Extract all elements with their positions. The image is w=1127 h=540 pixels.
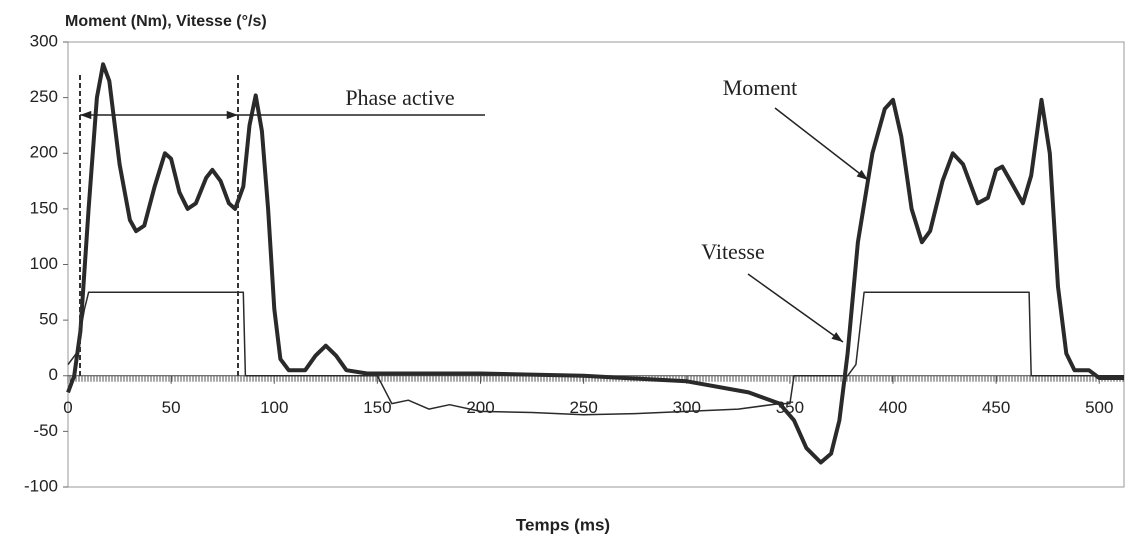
y-tick-label: 0 — [49, 365, 58, 384]
y-tick-label: 150 — [30, 198, 58, 217]
x-tick-label: 150 — [363, 398, 391, 417]
series-line — [67, 291, 1124, 416]
y-tick-label: 200 — [30, 143, 58, 162]
x-tick-label: 200 — [466, 398, 494, 417]
y-tick-label: -50 — [33, 421, 58, 440]
x-tick-label: 0 — [63, 398, 72, 417]
x-axis-label: Temps (ms) — [516, 515, 610, 534]
x-tick-label: 500 — [1085, 398, 1113, 417]
x-axis-hatch — [68, 375, 1124, 382]
legend-label: Vitesse — [701, 239, 764, 264]
plot-area — [67, 41, 1125, 488]
x-tick-label: 50 — [162, 398, 181, 417]
x-tick-label: 100 — [260, 398, 288, 417]
legend-arrow-head — [856, 169, 868, 180]
y-tick-label: 50 — [39, 310, 58, 329]
series-line — [66, 62, 1124, 465]
annotation: Phase active — [345, 85, 454, 110]
y-tick-label: -100 — [24, 476, 58, 495]
x-tick-label: 450 — [982, 398, 1010, 417]
x-tick-label: 400 — [879, 398, 907, 417]
y-tick-label: 250 — [30, 87, 58, 106]
phase-arrow-head-right — [226, 110, 238, 120]
legend-label: Moment — [723, 75, 798, 100]
y-tick-label: 100 — [30, 254, 58, 273]
chart-title: Moment (Nm), Vitesse (°/s) — [65, 13, 267, 30]
phase-arrow-head-left — [80, 110, 92, 120]
x-tick-label: 250 — [569, 398, 597, 417]
legend-arrow — [747, 273, 844, 343]
legend-arrow — [774, 107, 869, 181]
x-tick-label: 300 — [673, 398, 701, 417]
y-tick-label: 300 — [30, 31, 58, 50]
legend-arrow-head — [831, 332, 843, 342]
